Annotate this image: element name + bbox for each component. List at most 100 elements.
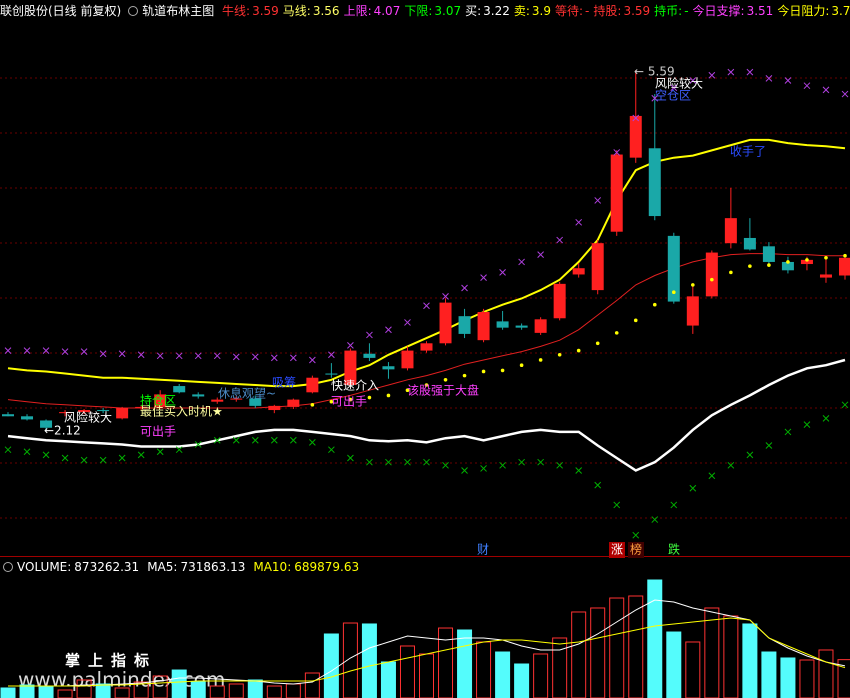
- volume-bar: [266, 685, 282, 698]
- volume-bar: [419, 653, 434, 698]
- candle-body: [724, 218, 737, 244]
- annotation: 空仓区: [655, 89, 691, 103]
- candle-body: [78, 410, 91, 413]
- candle-body: [344, 350, 357, 386]
- volume-bar: [228, 683, 244, 698]
- annotation: 持仓区: [140, 393, 176, 408]
- candle-body: [249, 398, 262, 406]
- header-value: -: [684, 4, 689, 18]
- volume-bar: [761, 651, 777, 698]
- volume-bar: [533, 653, 549, 698]
- cross-marker: [689, 484, 697, 492]
- cross-marker: [270, 354, 278, 362]
- candle-body: [2, 414, 14, 417]
- header-value: 3.07: [434, 4, 462, 18]
- annotation: 可出手: [331, 395, 367, 409]
- cross-marker: [480, 274, 487, 281]
- candle-body: [382, 366, 395, 370]
- dot-marker: [538, 358, 543, 362]
- header-label: 今日支撑:: [692, 4, 745, 18]
- cross-marker: [213, 436, 221, 444]
- dot-marker: [824, 255, 828, 260]
- cross-marker: [404, 458, 411, 466]
- cross-marker: [423, 458, 430, 466]
- cross-marker: [708, 71, 716, 79]
- cross-marker: [270, 436, 278, 444]
- cross-marker: [575, 218, 583, 226]
- cross-marker: [575, 467, 583, 474]
- volume-bar: [780, 657, 796, 698]
- cross-marker: [461, 467, 468, 474]
- cross-marker: [61, 348, 69, 355]
- volume-bar: [0, 687, 16, 698]
- header-value: 3.56: [312, 4, 340, 18]
- volume-bar: [285, 683, 301, 698]
- volume-bar: [628, 595, 644, 698]
- candle-body: [192, 394, 205, 397]
- candle-body: [211, 399, 224, 402]
- cross-marker: [23, 347, 31, 354]
- series-line: [7, 138, 846, 388]
- header-label: 买:: [465, 4, 482, 18]
- dot-marker: [386, 393, 391, 398]
- volume-bar: [495, 651, 511, 698]
- header-label: 持币:: [654, 4, 683, 18]
- volume-bar: [95, 683, 111, 698]
- cross-marker: [651, 516, 659, 523]
- volume-bar: [685, 641, 701, 698]
- badge: 跌: [668, 542, 680, 557]
- header-value: -: [585, 4, 590, 18]
- candle-body: [839, 257, 850, 276]
- candle-body: [325, 373, 338, 375]
- cross-marker: [556, 236, 564, 244]
- series-line: [7, 253, 845, 409]
- cross-marker: [251, 436, 259, 444]
- legend-value: 731863.13: [180, 560, 246, 574]
- candle-body: [648, 148, 661, 217]
- candle-body: [705, 252, 718, 297]
- cross-marker: [118, 454, 126, 462]
- header-label: 等待:: [555, 4, 584, 18]
- watermark-title: 掌上指标: [65, 652, 157, 670]
- volume-bar: [38, 685, 54, 698]
- volume-bar: [571, 611, 587, 698]
- volume-bar: [514, 663, 530, 698]
- volume-bar: [647, 579, 663, 698]
- cross-marker: [99, 350, 107, 358]
- header-label: 马线:: [282, 4, 311, 18]
- candle-body: [154, 394, 167, 407]
- cross-marker: [137, 351, 145, 359]
- volume-bar: [799, 659, 815, 698]
- dot-marker: [805, 258, 809, 262]
- cross-marker: [328, 446, 335, 454]
- cross-marker: [156, 448, 164, 456]
- candle-body: [21, 416, 34, 420]
- candle-body: [363, 353, 376, 358]
- header-value: 3.22: [483, 4, 510, 18]
- cross-marker: [23, 448, 31, 456]
- dot-marker: [633, 318, 638, 323]
- volume-header: VOLUME: 873262.31 MA5: 731863.13 MA10: 689879…: [0, 558, 367, 576]
- cross-marker: [499, 461, 506, 469]
- cross-marker: [442, 461, 449, 469]
- header-label: 今日阻力:: [777, 4, 830, 18]
- header-label: 下限:: [404, 4, 433, 18]
- dot-marker: [462, 373, 467, 378]
- cross-marker: [137, 451, 145, 459]
- badge: 财: [477, 543, 489, 557]
- cross-marker: [632, 531, 640, 539]
- volume-bar: [742, 623, 758, 698]
- series-line: [8, 617, 846, 687]
- cross-marker: [594, 197, 602, 204]
- candle-body: [173, 386, 186, 393]
- cross-marker: [594, 481, 602, 489]
- volume-bar: [609, 597, 625, 698]
- dot-marker: [671, 290, 676, 294]
- cross-marker: [156, 352, 164, 360]
- candle-body: [458, 316, 471, 334]
- cross-marker: [232, 353, 240, 361]
- cross-marker: [347, 454, 354, 462]
- header-value: 3.78: [831, 4, 850, 18]
- dot-marker: [348, 397, 353, 402]
- candle-body: [819, 274, 832, 278]
